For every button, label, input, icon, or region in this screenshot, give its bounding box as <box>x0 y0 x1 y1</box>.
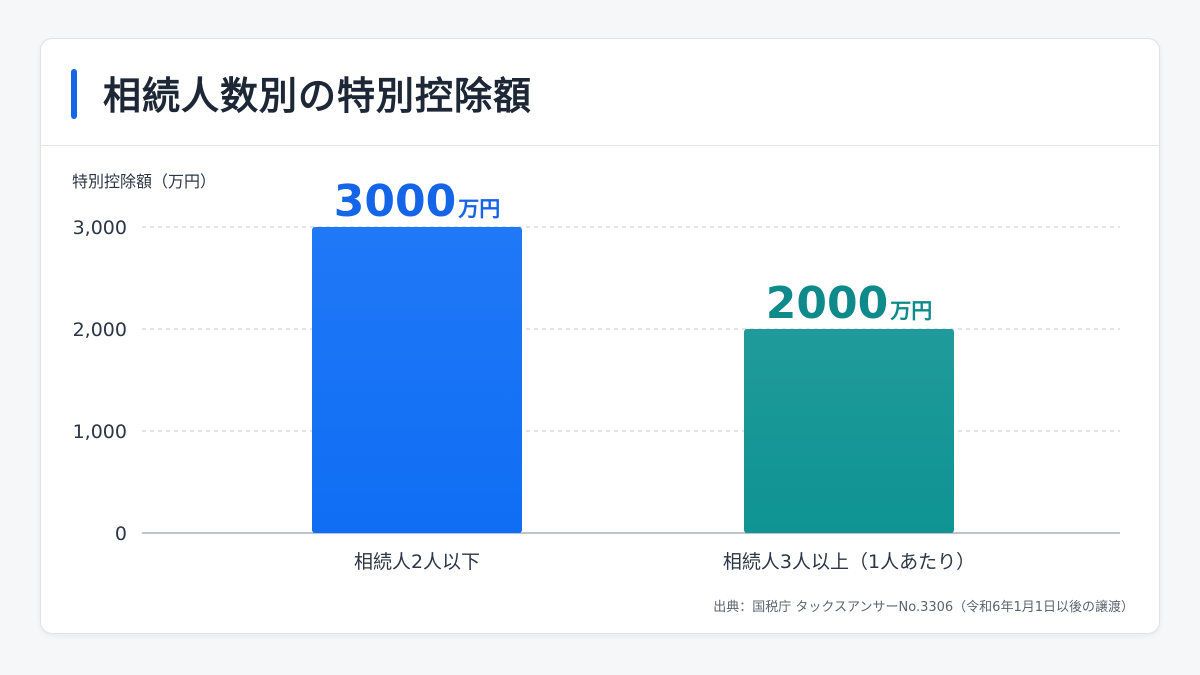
title-accent-bar <box>71 69 77 119</box>
x-tick-label: 相続人3人以上（1人あたり） <box>723 551 975 573</box>
y-tick-label: 0 <box>115 523 127 545</box>
x-tick-label: 相続人2人以下 <box>354 551 480 573</box>
source-note: 出典：国税庁 タックスアンサーNo.3306（令和6年1月1日以後の譲渡） <box>713 599 1134 615</box>
data-label: 3000万円 <box>334 176 500 227</box>
data-label: 2000万円 <box>766 278 932 329</box>
y-tick-label: 1,000 <box>73 421 127 443</box>
bar <box>744 329 954 533</box>
y-tick-label: 2,000 <box>73 319 127 341</box>
card-header: 相続人数別の特別控除額 <box>41 39 1159 146</box>
y-tick-label: 3,000 <box>73 217 127 239</box>
page-title: 相続人数別の特別控除額 <box>103 74 533 118</box>
y-axis-label: 特別控除額（万円） <box>72 172 216 191</box>
chart-card: 相続人数別の特別控除額 <box>40 38 1160 634</box>
bar <box>312 227 522 533</box>
